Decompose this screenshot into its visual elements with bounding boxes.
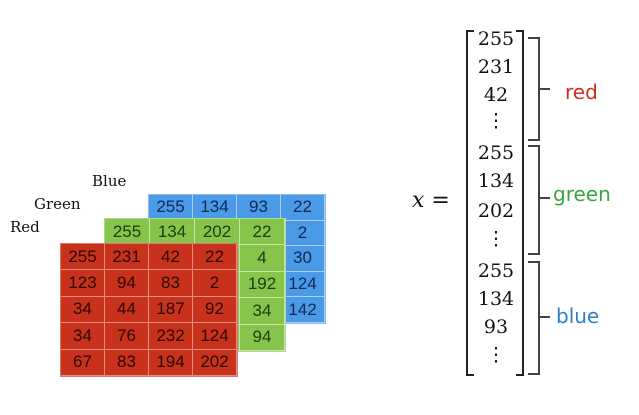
red-channel-cell: 34 bbox=[61, 296, 105, 324]
vector-entry: ⋮ bbox=[486, 110, 506, 132]
blue-group-brace-tick bbox=[540, 316, 550, 318]
vector-entry: 255 bbox=[477, 28, 515, 50]
red-channel-cell: 2 bbox=[193, 270, 237, 297]
blue-channel-cell: 142 bbox=[281, 297, 325, 323]
blue-channel-cell: 134 bbox=[193, 195, 237, 221]
green-channel-cell: 34 bbox=[240, 298, 285, 325]
green-group-brace bbox=[528, 145, 540, 255]
blue-channel-cell: 2 bbox=[281, 220, 325, 247]
red-channel-cell: 67 bbox=[61, 349, 105, 376]
vector-entry: 255 bbox=[477, 260, 515, 282]
blue-layer-label: Blue bbox=[92, 172, 127, 190]
group-label-red: red bbox=[565, 80, 598, 104]
red-channel-cell: 194 bbox=[149, 349, 193, 376]
red-group-brace bbox=[528, 37, 540, 141]
red-channel-cell: 22 bbox=[193, 244, 237, 271]
vector-bracket-right-top bbox=[516, 30, 524, 32]
vector-bracket-left-bottom bbox=[466, 374, 474, 376]
red-channel-cell: 34 bbox=[61, 323, 105, 350]
red-channel-cell: 92 bbox=[193, 296, 237, 324]
red-channel-grid: 255 231 42 22 123 94 83 2 34 44 187 92 34 76 232 124 67 8… bbox=[60, 243, 238, 377]
group-label-blue: blue bbox=[556, 304, 600, 328]
equals-sign: = bbox=[431, 188, 450, 213]
vector-entry: 93 bbox=[483, 316, 509, 338]
group-label-green: green bbox=[553, 182, 611, 206]
vector-bracket-left bbox=[466, 30, 468, 376]
blue-channel-cell: 93 bbox=[237, 195, 281, 221]
red-layer-label: Red bbox=[10, 218, 40, 236]
vector-entry: 134 bbox=[477, 170, 515, 192]
red-channel-cell: 42 bbox=[149, 244, 193, 271]
vector-symbol: x bbox=[412, 188, 425, 213]
vector-bracket-right-bottom bbox=[516, 374, 524, 376]
red-channel-cell: 187 bbox=[149, 296, 193, 324]
blue-channel-cell: 124 bbox=[281, 271, 325, 298]
green-layer-label: Green bbox=[34, 195, 81, 213]
red-channel-cell: 76 bbox=[105, 323, 149, 350]
red-channel-cell: 83 bbox=[149, 270, 193, 297]
vector-entry: 202 bbox=[477, 200, 515, 222]
green-channel-cell: 22 bbox=[240, 219, 285, 246]
green-channel-cell: 192 bbox=[240, 271, 285, 299]
vector-entry: 231 bbox=[477, 56, 515, 78]
green-channel-cell: 202 bbox=[195, 219, 240, 246]
vector-entry: 255 bbox=[477, 142, 515, 164]
red-channel-cell: 202 bbox=[193, 349, 237, 376]
red-channel-cell: 94 bbox=[105, 270, 149, 297]
blue-group-brace bbox=[528, 261, 540, 375]
red-channel-cell: 83 bbox=[105, 349, 149, 376]
vector-entry: 42 bbox=[483, 84, 509, 106]
blue-channel-cell: 22 bbox=[281, 195, 325, 221]
red-group-brace-tick bbox=[540, 88, 550, 90]
blue-channel-cell: 255 bbox=[149, 195, 193, 221]
vector-entry: ⋮ bbox=[486, 344, 506, 366]
vector-equation: x = bbox=[412, 188, 450, 213]
blue-channel-cell: 30 bbox=[281, 246, 325, 272]
red-channel-cell: 231 bbox=[105, 244, 149, 271]
vector-entry: ⋮ bbox=[486, 228, 506, 250]
green-channel-cell: 134 bbox=[150, 219, 195, 246]
red-channel-cell: 255 bbox=[61, 244, 105, 271]
red-channel-cell: 232 bbox=[149, 323, 193, 350]
red-channel-cell: 124 bbox=[193, 323, 237, 350]
green-channel-cell: 255 bbox=[105, 219, 150, 246]
red-channel-cell: 44 bbox=[105, 296, 149, 324]
vector-bracket-right bbox=[522, 30, 524, 376]
green-group-brace-tick bbox=[540, 197, 550, 199]
vector-entry: 134 bbox=[477, 288, 515, 310]
green-channel-cell: 94 bbox=[240, 324, 285, 351]
vector-bracket-left-top bbox=[466, 30, 474, 32]
red-channel-cell: 123 bbox=[61, 270, 105, 297]
green-channel-cell: 4 bbox=[240, 245, 285, 272]
